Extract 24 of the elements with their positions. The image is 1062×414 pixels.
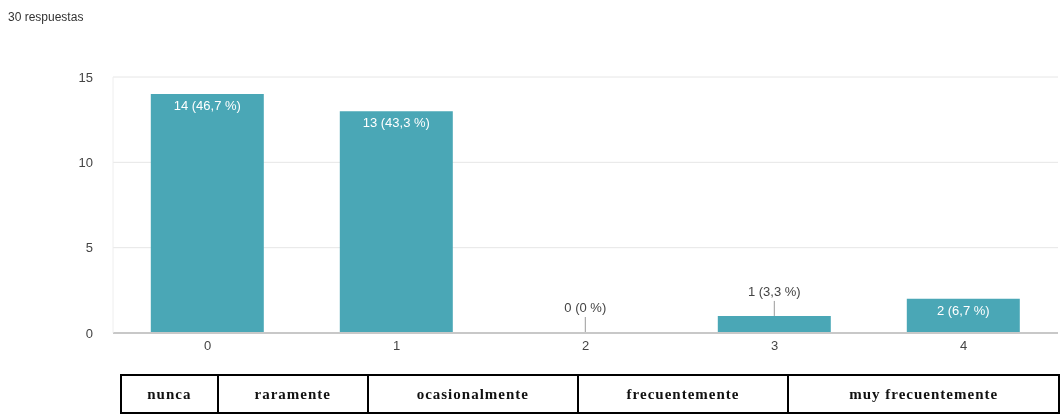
text: muy frecuentemente xyxy=(788,375,1059,413)
text: raramente xyxy=(217,375,368,413)
bar xyxy=(339,111,453,333)
data-label: 14 (46,7 %) xyxy=(173,98,241,114)
y-tick-label: 15 xyxy=(78,69,93,85)
data-label: 1 (3,3 %) xyxy=(747,283,801,299)
bar xyxy=(717,315,831,333)
data-label: 2 (6,7 %) xyxy=(936,302,990,318)
data-label: 13 (43,3 %) xyxy=(362,115,430,131)
bar xyxy=(906,298,1020,333)
x-tick-label: 3 xyxy=(770,338,779,354)
bar xyxy=(150,94,264,333)
chart-subtitle: 30 respuestas xyxy=(8,10,84,24)
text: frecuentemente xyxy=(577,375,789,413)
y-tick-label: 5 xyxy=(85,240,93,256)
x-tick-label: 4 xyxy=(959,338,968,354)
text: ocasionalmente xyxy=(367,375,578,413)
x-tick-label: 0 xyxy=(203,338,212,354)
y-tick-label: 10 xyxy=(78,154,93,170)
text: nunca xyxy=(121,375,218,413)
y-tick-label: 0 xyxy=(85,325,93,341)
data-label: 0 (0 %) xyxy=(564,300,607,315)
x-tick-label: 1 xyxy=(392,338,401,354)
x-tick-label: 2 xyxy=(581,338,590,354)
